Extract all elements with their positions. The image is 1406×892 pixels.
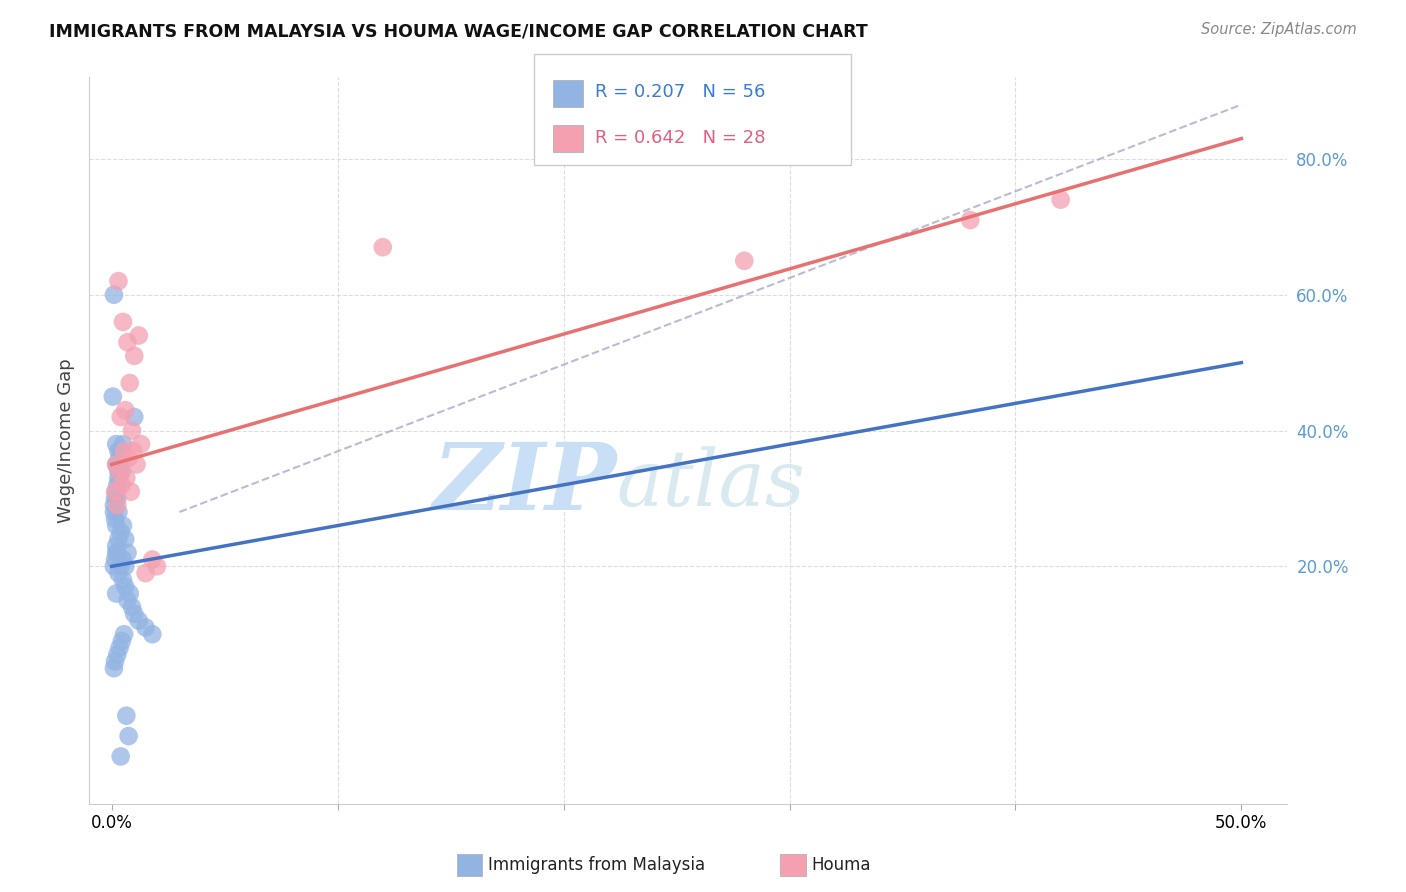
Point xyxy=(110,450,132,465)
Text: Immigrants from Malaysia: Immigrants from Malaysia xyxy=(488,856,704,874)
Point xyxy=(122,409,145,424)
Point xyxy=(959,213,981,227)
Point xyxy=(107,532,129,546)
Point xyxy=(111,478,134,492)
Y-axis label: Wage/Income Gap: Wage/Income Gap xyxy=(58,359,75,523)
Text: R = 0.207   N = 56: R = 0.207 N = 56 xyxy=(595,83,765,101)
Point xyxy=(104,491,127,506)
Point xyxy=(120,484,142,499)
Point xyxy=(105,546,128,560)
Point xyxy=(110,749,132,764)
Point xyxy=(103,661,125,675)
Point xyxy=(107,274,129,288)
Text: IMMIGRANTS FROM MALAYSIA VS HOUMA WAGE/INCOME GAP CORRELATION CHART: IMMIGRANTS FROM MALAYSIA VS HOUMA WAGE/I… xyxy=(49,22,868,40)
Point xyxy=(105,586,128,600)
Point xyxy=(108,464,131,478)
Point xyxy=(111,315,134,329)
Point xyxy=(112,627,135,641)
Point xyxy=(118,586,141,600)
Point xyxy=(121,424,143,438)
Point xyxy=(118,376,141,390)
Point xyxy=(110,559,132,574)
Point xyxy=(110,443,132,458)
Point xyxy=(105,539,128,553)
Point xyxy=(107,566,129,581)
Point xyxy=(115,471,138,485)
Point xyxy=(135,620,157,634)
Point xyxy=(114,580,136,594)
Text: ZIP: ZIP xyxy=(432,439,616,529)
Point xyxy=(104,512,127,526)
Point xyxy=(141,627,163,641)
Point xyxy=(105,484,128,499)
Point xyxy=(115,708,138,723)
Point xyxy=(111,518,134,533)
Point xyxy=(107,443,129,458)
Point xyxy=(104,484,127,499)
Point xyxy=(110,525,132,540)
Point xyxy=(105,478,128,492)
Point xyxy=(107,471,129,485)
Point xyxy=(104,552,127,566)
Point xyxy=(111,634,134,648)
Point xyxy=(112,443,135,458)
Point xyxy=(114,532,136,546)
Point xyxy=(117,593,139,607)
Point xyxy=(122,349,145,363)
Point xyxy=(103,505,125,519)
Point xyxy=(105,648,128,662)
Point xyxy=(111,437,134,451)
Point xyxy=(107,464,129,478)
Point xyxy=(125,458,148,472)
Point xyxy=(135,566,157,581)
Point xyxy=(103,498,125,512)
Point xyxy=(128,328,150,343)
Point xyxy=(110,409,132,424)
Point xyxy=(111,552,134,566)
Point xyxy=(122,443,145,458)
Point xyxy=(105,498,128,512)
Point xyxy=(107,505,129,519)
Point xyxy=(371,240,394,254)
Point xyxy=(105,546,128,560)
Point xyxy=(105,437,128,451)
Text: Source: ZipAtlas.com: Source: ZipAtlas.com xyxy=(1201,22,1357,37)
Point xyxy=(108,458,131,472)
Text: R = 0.642   N = 28: R = 0.642 N = 28 xyxy=(595,129,765,147)
Point xyxy=(146,559,169,574)
Point xyxy=(117,729,139,743)
Point xyxy=(108,450,131,465)
Point xyxy=(114,559,136,574)
Point xyxy=(108,640,131,655)
Point xyxy=(103,287,125,301)
Point xyxy=(117,335,139,350)
Point xyxy=(129,437,152,451)
Point xyxy=(121,600,143,615)
Text: Houma: Houma xyxy=(811,856,870,874)
Point xyxy=(114,403,136,417)
Point xyxy=(104,654,127,668)
Point xyxy=(105,458,128,472)
Point xyxy=(733,253,755,268)
Point xyxy=(141,552,163,566)
Point xyxy=(105,491,128,506)
Text: atlas: atlas xyxy=(616,446,804,523)
Point xyxy=(101,390,124,404)
Point xyxy=(111,464,134,478)
Point xyxy=(122,607,145,621)
Point xyxy=(1049,193,1071,207)
Point xyxy=(103,559,125,574)
Point xyxy=(105,518,128,533)
Point xyxy=(117,450,139,465)
Point xyxy=(105,458,128,472)
Point xyxy=(111,573,134,587)
Point xyxy=(128,614,150,628)
Point xyxy=(117,546,139,560)
